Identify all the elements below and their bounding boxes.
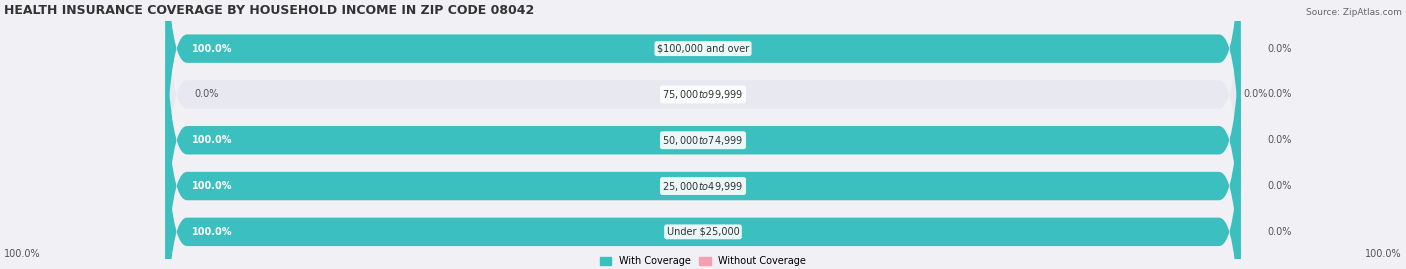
Text: 0.0%: 0.0% [1267,44,1292,54]
Text: HEALTH INSURANCE COVERAGE BY HOUSEHOLD INCOME IN ZIP CODE 08042: HEALTH INSURANCE COVERAGE BY HOUSEHOLD I… [4,3,534,17]
FancyBboxPatch shape [166,0,1240,263]
FancyBboxPatch shape [166,0,1240,218]
Text: 100.0%: 100.0% [193,135,233,145]
FancyBboxPatch shape [166,0,1240,218]
FancyBboxPatch shape [166,63,1240,269]
Text: 0.0%: 0.0% [1267,89,1292,100]
Text: 0.0%: 0.0% [1267,181,1292,191]
FancyBboxPatch shape [166,0,1240,269]
Text: 0.0%: 0.0% [1243,89,1267,100]
Text: 100.0%: 100.0% [4,249,41,259]
FancyBboxPatch shape [166,0,1240,269]
Text: 100.0%: 100.0% [1365,249,1402,259]
Legend: With Coverage, Without Coverage: With Coverage, Without Coverage [600,256,806,266]
FancyBboxPatch shape [166,17,1240,269]
Text: 100.0%: 100.0% [193,44,233,54]
Text: Under $25,000: Under $25,000 [666,227,740,237]
Text: 0.0%: 0.0% [1267,227,1292,237]
Text: $50,000 to $74,999: $50,000 to $74,999 [662,134,744,147]
FancyBboxPatch shape [166,63,1240,269]
Text: Source: ZipAtlas.com: Source: ZipAtlas.com [1306,8,1402,17]
Text: 100.0%: 100.0% [193,227,233,237]
Text: 0.0%: 0.0% [195,89,219,100]
Text: $100,000 and over: $100,000 and over [657,44,749,54]
Text: 0.0%: 0.0% [1267,135,1292,145]
Text: 100.0%: 100.0% [193,181,233,191]
Text: $25,000 to $49,999: $25,000 to $49,999 [662,179,744,193]
Text: $75,000 to $99,999: $75,000 to $99,999 [662,88,744,101]
FancyBboxPatch shape [166,17,1240,269]
